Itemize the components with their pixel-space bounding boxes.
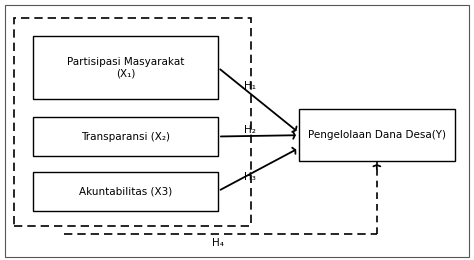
- Text: Akuntabilitas (X3): Akuntabilitas (X3): [79, 186, 172, 196]
- Text: H₂: H₂: [244, 125, 256, 135]
- Text: H₃: H₃: [244, 172, 256, 182]
- Bar: [33, 36, 218, 99]
- Bar: [14, 18, 251, 226]
- Text: Transparansi (X₂): Transparansi (X₂): [81, 132, 170, 141]
- Text: Pengelolaan Dana Desa(Y): Pengelolaan Dana Desa(Y): [308, 130, 446, 140]
- Text: Partisipasi Masyarakat
(X₁): Partisipasi Masyarakat (X₁): [67, 57, 184, 79]
- Bar: [33, 172, 218, 211]
- Text: H₄: H₄: [212, 238, 224, 248]
- Bar: [33, 117, 218, 156]
- Bar: [299, 109, 455, 161]
- Text: H₁: H₁: [244, 81, 256, 91]
